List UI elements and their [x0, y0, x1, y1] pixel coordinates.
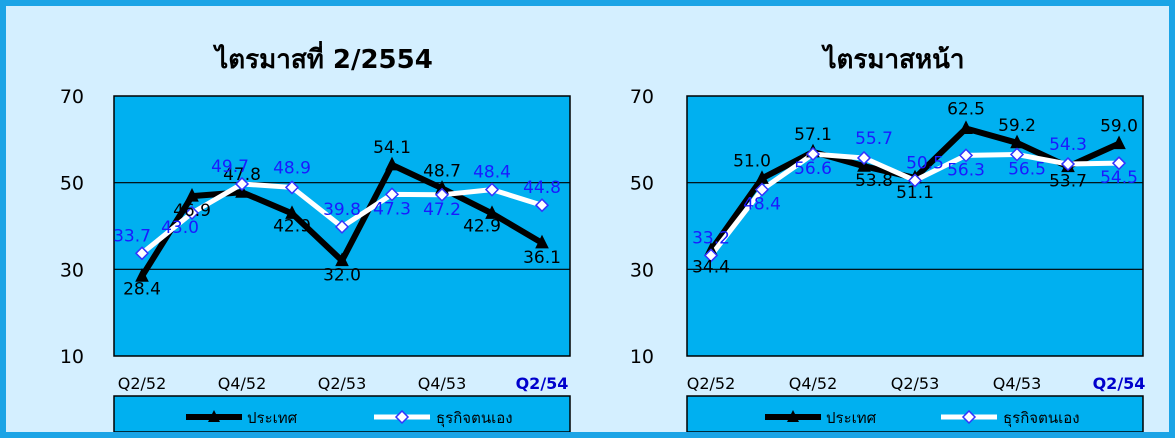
marker-country: [1112, 135, 1126, 150]
chart-next-quarter: ไตรมาสหน้า 10 30 50 70 Q2/52 Q4/52 Q2/53 Q4/53 Q2…: [630, 43, 1146, 432]
data-label-country: 47.8: [223, 165, 261, 185]
data-label-business: 56.3: [947, 160, 985, 180]
marker-country: [485, 205, 499, 219]
y-tick-label: 50: [630, 173, 654, 195]
legend-marker-business: [394, 409, 410, 425]
marker-business: [184, 205, 200, 221]
chart-title: ไตรมาสที่ 2/2554: [212, 40, 433, 75]
legend-label-country: ประเทศ: [826, 409, 877, 427]
marker-business: [1111, 156, 1127, 171]
data-label-country: 53.7: [1049, 172, 1087, 192]
legend-box: [686, 395, 1144, 432]
x-tick-label: Q4/52: [789, 374, 838, 393]
marker-business: [958, 148, 974, 163]
marker-business: [284, 180, 300, 195]
marker-country: [235, 184, 249, 198]
marker-business: [856, 150, 872, 166]
data-label-business: 54.5: [1100, 168, 1138, 188]
marker-country: [335, 252, 349, 267]
data-label-country: 51.0: [733, 151, 771, 171]
y-tick-label: 30: [60, 259, 84, 281]
marker-country: [385, 156, 399, 171]
data-label-business: 50.5: [906, 154, 944, 174]
data-label-country: 62.5: [947, 100, 985, 120]
data-label-business: 48.9: [273, 158, 311, 178]
marker-business: [384, 187, 400, 202]
marker-business: [434, 187, 450, 202]
data-label-business: 44.8: [523, 178, 561, 198]
marker-business: [134, 246, 150, 261]
data-label-business: 33.2: [692, 228, 730, 248]
x-tick-label: Q2/52: [687, 374, 736, 393]
marker-business: [703, 248, 719, 263]
marker-country: [185, 187, 199, 202]
marker-country: [959, 120, 973, 134]
data-label-business: 55.7: [855, 129, 893, 149]
marker-business: [234, 176, 250, 192]
marker-country: [285, 205, 299, 219]
x-tick-label: Q2/53: [318, 374, 367, 393]
marker-business: [1009, 147, 1025, 162]
marker-country: [857, 158, 871, 172]
marker-business: [534, 198, 550, 213]
x-tick-label: Q4/53: [418, 374, 467, 393]
marker-business: [754, 182, 770, 197]
legend-label-business: ธุรกิจตนเอง: [1003, 409, 1080, 428]
chart-title: ไตรมาสหน้า: [820, 43, 964, 75]
legend-marker-business: [961, 409, 977, 425]
data-label-business: 56.6: [794, 159, 832, 179]
data-label-business: 56.5: [1008, 160, 1046, 180]
data-label-business: 47.2: [423, 200, 461, 220]
data-label-country: 34.4: [692, 257, 730, 277]
data-label-country: 48.7: [423, 161, 461, 181]
x-tick-label: Q2/54: [1093, 374, 1146, 393]
data-label-business: 48.4: [743, 195, 781, 215]
data-label-business: 48.4: [473, 163, 511, 183]
plot-area: [686, 95, 1144, 357]
legend-marker-country: [208, 410, 220, 422]
data-label-business: 54.3: [1049, 135, 1087, 155]
marker-business: [484, 182, 500, 197]
y-tick-label: 70: [630, 86, 654, 108]
data-label-country: 42.9: [463, 216, 501, 236]
marker-country: [135, 268, 149, 282]
data-label-country: 46.9: [173, 201, 211, 221]
marker-business: [907, 173, 923, 188]
y-tick-label: 50: [60, 173, 84, 195]
y-tick-label: 70: [60, 86, 84, 108]
y-tick-label: 10: [60, 346, 84, 368]
data-label-business: 49.7: [211, 157, 249, 177]
data-label-country: 42.9: [273, 216, 311, 236]
data-label-country: 36.1: [523, 248, 561, 268]
legend-label-country: ประเทศ: [247, 409, 298, 427]
data-label-country: 28.4: [123, 279, 161, 299]
marker-business: [334, 219, 350, 234]
data-label-country: 54.1: [373, 138, 411, 158]
x-tick-label: Q2/53: [891, 374, 940, 393]
data-label-business: 47.3: [373, 199, 411, 219]
data-label-country: 57.1: [794, 125, 832, 145]
legend-label-business: ธุรกิจตนเอง: [436, 409, 513, 428]
x-tick-label: Q4/53: [993, 374, 1042, 393]
x-tick-label: Q4/52: [218, 374, 267, 393]
marker-business: [805, 147, 821, 162]
data-label-business: 33.7: [113, 226, 151, 246]
data-label-business: 43.0: [161, 218, 199, 238]
x-tick-label: Q2/54: [516, 374, 569, 393]
chart-current-quarter: ไตรมาสที่ 2/2554 10 30 50 70 Q2/52 Q4/52 Q2/53 Q…: [60, 40, 571, 432]
y-tick-label: 10: [630, 346, 654, 368]
legend-marker-country: [787, 410, 799, 422]
data-label-country: 59.2: [998, 116, 1036, 136]
data-label-country: 53.8: [855, 171, 893, 191]
data-label-business: 39.8: [323, 200, 361, 220]
data-label-country: 32.0: [323, 266, 361, 286]
y-tick-label: 30: [630, 259, 654, 281]
x-tick-label: Q2/52: [118, 374, 167, 393]
marker-country: [535, 234, 549, 249]
data-label-country: 51.1: [896, 183, 934, 203]
marker-business: [1060, 156, 1076, 172]
data-label-country: 59.0: [1100, 117, 1138, 137]
